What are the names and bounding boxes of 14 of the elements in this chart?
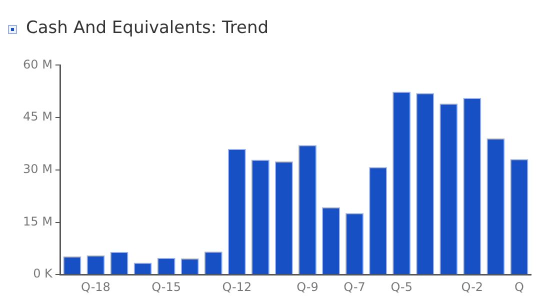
- x-tick-label: Q-2: [461, 280, 484, 294]
- x-tick-label: Q-18: [81, 280, 110, 294]
- x-tick-label: Q-7: [344, 280, 366, 294]
- x-tick-label: Q-12: [222, 280, 252, 294]
- x-tick-label: Q-15: [152, 280, 182, 294]
- y-tick-label: 30 M: [23, 162, 52, 176]
- y-tick-label: 45 M: [23, 110, 52, 124]
- x-tick-label: Q: [514, 280, 524, 294]
- chart-title: Cash And Equivalents: Trend: [26, 18, 269, 38]
- x-tick-label: Q-9: [296, 280, 318, 294]
- x-tick-label: Q-5: [390, 280, 412, 294]
- y-tick-label: 0 K: [33, 266, 54, 281]
- y-tick-label: 60 M: [23, 57, 52, 72]
- y-tick-label: 15 M: [23, 214, 52, 228]
